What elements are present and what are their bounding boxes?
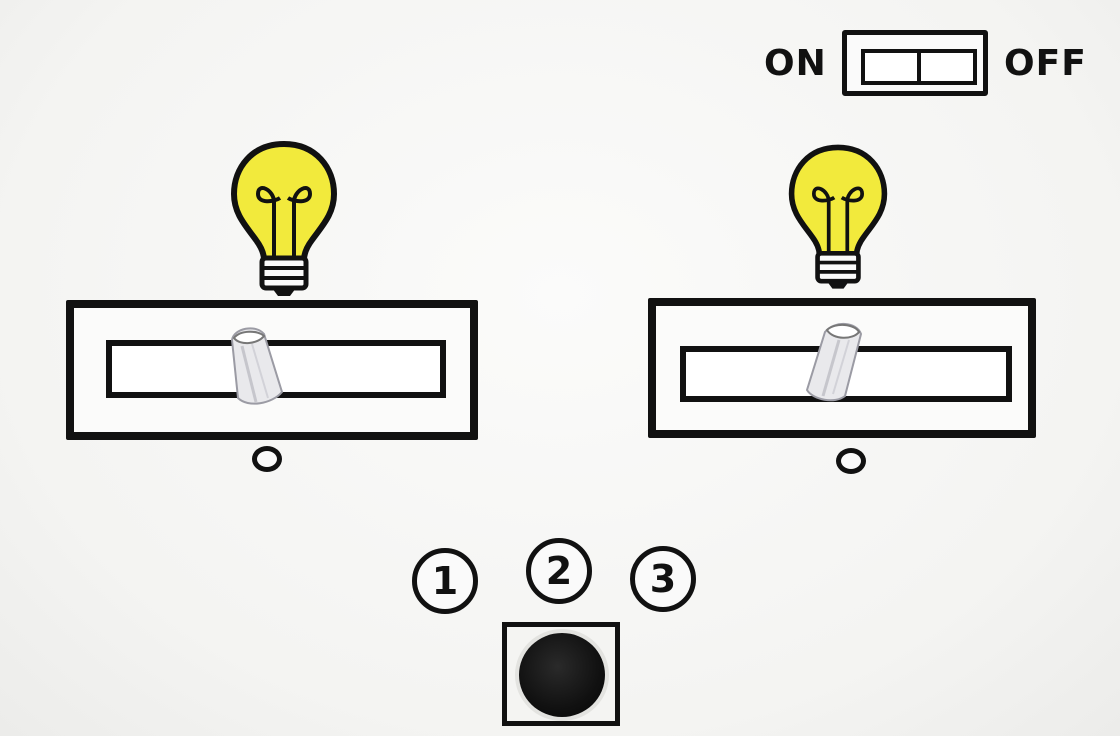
indicator-light-2 [836,448,866,474]
mode-button-3[interactable]: 3 [630,546,696,612]
master-switch-toggle[interactable] [917,53,921,81]
round-push-button-icon[interactable] [519,633,605,717]
master-switch-group: ON OFF [760,28,1090,100]
slider-handle[interactable] [212,322,292,412]
push-button[interactable] [502,622,620,726]
dimmer-slider-1[interactable] [66,300,478,440]
master-switch[interactable] [842,30,988,96]
dimmer-slider-2[interactable] [648,298,1036,438]
indicator-light-1 [252,446,282,472]
lightbulb-icon [230,140,338,296]
master-off-label: OFF [1004,43,1087,84]
mode-button-1[interactable]: 1 [412,548,478,614]
slider-handle[interactable] [795,316,875,406]
master-on-label: ON [764,43,827,84]
mode-button-2[interactable]: 2 [526,538,592,604]
master-switch-slot [861,49,977,85]
lightbulb-icon [788,144,888,289]
